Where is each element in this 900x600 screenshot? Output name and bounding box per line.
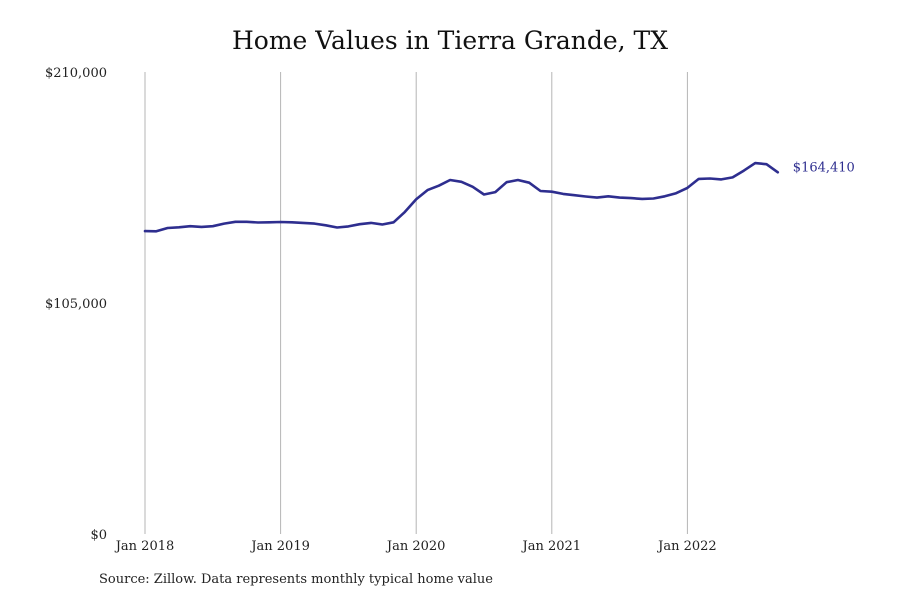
- gridlines: [144, 72, 688, 534]
- x-axis: Jan 2018 Jan 2019 Jan 2020 Jan 2021 Jan 2022: [114, 539, 717, 554]
- x-tick-label: Jan 2022: [656, 539, 717, 554]
- series-layer: [143, 161, 780, 233]
- x-tick-label: Jan 2021: [521, 539, 582, 554]
- data-labels: $164,410: [793, 160, 855, 175]
- y-axis: $0 $105,000 $210,000: [45, 66, 107, 543]
- source-note: Source: Zillow. Data represents monthly …: [99, 572, 493, 587]
- x-tick-label: Jan 2020: [385, 539, 446, 554]
- y-tick-label: $0: [90, 528, 107, 543]
- y-tick-label: $105,000: [45, 297, 107, 312]
- end-value-label: $164,410: [793, 160, 855, 175]
- y-tick-label: $210,000: [45, 66, 107, 81]
- series-line-0: [143, 161, 780, 233]
- x-tick-label: Jan 2019: [249, 539, 310, 554]
- x-tick-label: Jan 2018: [114, 539, 175, 554]
- chart-title: Home Values in Tierra Grande, TX: [232, 26, 668, 55]
